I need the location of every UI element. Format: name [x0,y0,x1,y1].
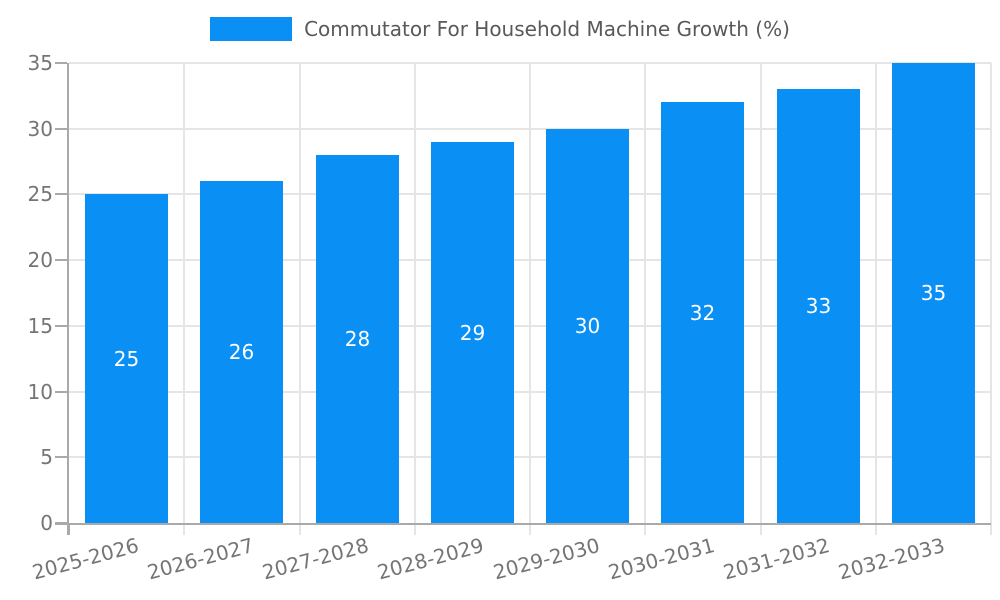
y-tick [55,259,67,262]
plot-area: 0 5 10 15 20 25 30 35 25 2025-2026 26 2026-2027 28 20… [28,51,992,584]
y-tick [55,62,67,64]
x-gridline [760,63,762,523]
legend: Commutator For Household Machine Growth … [0,16,1000,42]
x-tick [68,523,70,535]
x-gridline [529,63,531,523]
y-tick [55,390,67,393]
y-axis-line [67,63,69,535]
x-tick [875,523,877,535]
bar-value-label: 29 [459,320,486,345]
x-tick-label: 2031-2032 [720,533,833,585]
y-tick-label: 30 [27,116,53,141]
x-tick [760,523,762,535]
bar-value-label: 30 [574,314,601,338]
bar-2028-2029: 29 [431,142,514,523]
bar-2031-2032: 33 [777,89,860,523]
x-gridline [644,63,646,523]
x-tick [414,523,416,535]
bar-2027-2028: 28 [316,155,399,523]
bar-value-label: 35 [920,281,947,305]
x-gridline [183,63,185,523]
x-tick [183,523,185,535]
x-tick-label: 2027-2028 [259,533,372,585]
bar-2032-2033: 35 [892,63,975,523]
y-tick-label: 10 [27,379,53,404]
y-tick-label: 5 [40,445,53,470]
x-tick [529,523,531,535]
x-tick [990,523,992,535]
y-tick [55,127,67,130]
x-axis-line [55,523,991,525]
x-tick-label: 2029-2030 [490,533,603,585]
legend-swatch [210,17,293,41]
x-tick-label: 2028-2029 [374,533,487,585]
y-tick-label: 20 [27,248,53,273]
bar-value-label: 33 [805,294,832,318]
y-tick-label: 15 [27,313,53,338]
y-tick [55,456,67,459]
bar-2025-2026: 25 [85,194,168,523]
bar-2030-2031: 32 [661,102,744,523]
y-tick-label: 25 [27,182,53,207]
x-tick-label: 2030-2031 [605,533,718,585]
x-tick-label: 2026-2027 [144,533,257,585]
x-tick [299,523,301,535]
bar-2029-2030: 30 [546,129,629,523]
y-tick-label: 0 [40,511,53,535]
bar-2026-2027: 26 [200,181,283,523]
x-gridline [414,63,416,523]
bar-value-label: 25 [113,346,140,371]
y-tick [55,193,67,196]
bar-value-label: 28 [344,327,371,351]
x-tick-label: 2025-2026 [29,533,142,585]
y-tick-label: 35 [27,51,53,75]
x-gridline [299,63,301,523]
bar-value-label: 26 [228,340,255,364]
y-tick [55,324,67,327]
x-gridline [990,63,992,523]
x-tick-label: 2032-2033 [835,533,948,585]
x-gridline [875,63,877,523]
bar-value-label: 32 [689,300,716,325]
x-tick [644,523,646,535]
legend-label: Commutator For Household Machine Growth … [304,17,790,41]
